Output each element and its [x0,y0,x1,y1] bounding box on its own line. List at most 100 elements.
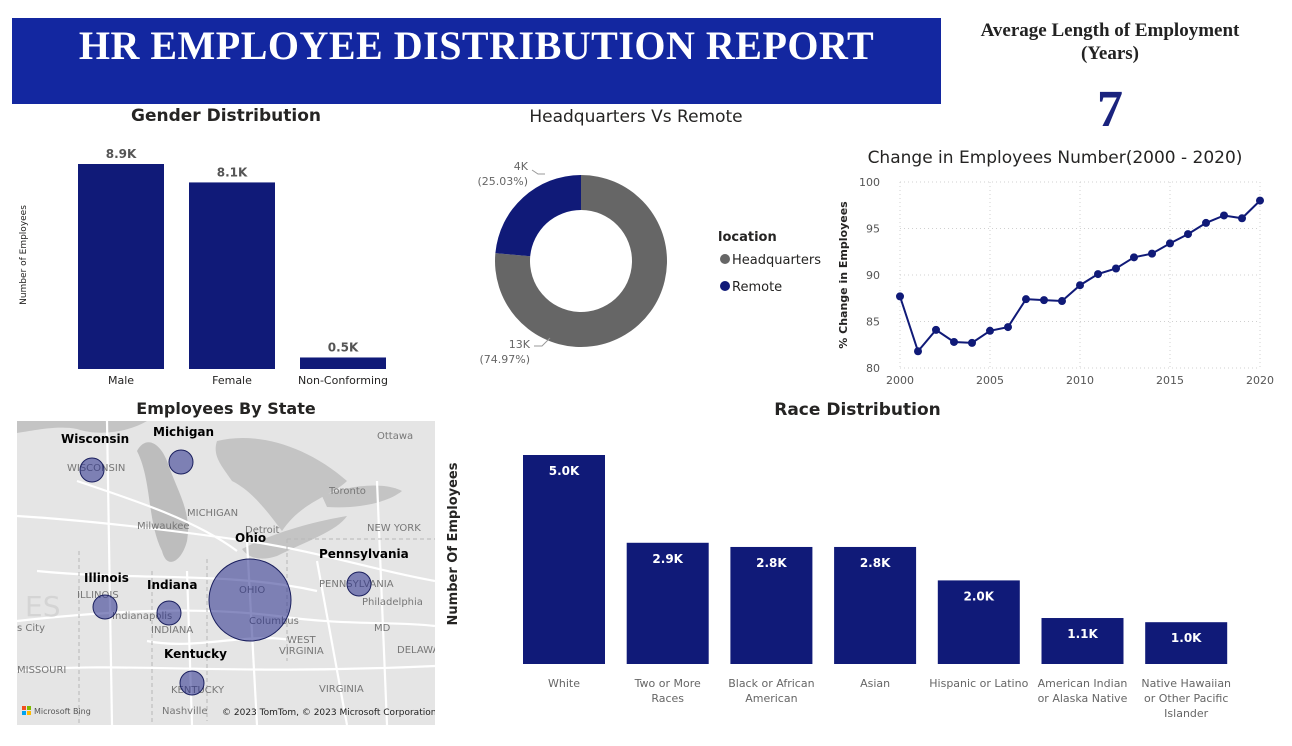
map-place-label-5: Detroit [245,525,280,536]
remote-pct-label: (25.03%) [477,175,528,188]
change-point-2014 [1148,249,1156,258]
x-tick-label-4: 2020 [1246,374,1274,387]
race-category-label-0-0: White [548,677,580,690]
location-chart-title: Headquarters Vs Remote [529,107,743,127]
change-point-2019 [1238,214,1246,223]
change-point-2009 [1058,297,1066,306]
map-place-label-15: WEST [287,635,317,646]
map-place-label-9: Indianapolis [112,611,172,622]
donut-slice-remote [495,175,581,257]
hq-pct-label: (74.97%) [479,353,530,366]
state-label-pennsylvania: Pennsylvania [319,547,409,561]
hq-leader-line [534,337,551,347]
legend-title: location [718,230,777,245]
map-road-0 [17,514,435,583]
lake-superior [17,421,147,433]
map-road-7 [17,664,435,673]
state-bubble-indiana [156,600,182,626]
legend-label-headquarters: Headquarters [732,253,821,268]
change-point-2010 [1076,281,1084,290]
map-road-2 [105,421,114,725]
map-place-label-7: ILLINOIS [77,590,119,601]
map-place-label-16: VIRGINIA [279,646,324,657]
state-bubble-pennsylvania [346,571,372,597]
race-category-label-6-2: Islander [1164,707,1208,720]
map-place-label-17: DELAWA [397,645,435,656]
map-place-label-2: MICHIGAN [187,508,238,519]
kpi-title: Average Length of Employment (Years) [980,20,1240,64]
change-point-2001 [914,347,922,356]
change-point-2006 [1004,323,1012,332]
gender-category-label-0: Male [108,374,134,387]
change-y-axis-label: % Change in Employees [837,201,850,349]
change-point-2017 [1202,218,1210,227]
race-category-label-5-1: or Alaska Native [1038,692,1128,705]
x-tick-label-1: 2005 [976,374,1004,387]
map-place-label-22: s City [17,623,45,634]
map-place-label-12: INDIANA [151,625,193,636]
x-tick-label-2: 2010 [1066,374,1094,387]
change-point-2002 [932,325,940,334]
bing-logo-square-3 [22,711,26,715]
title-banner [12,18,941,104]
state-label-illinois: Illinois [84,571,129,585]
lake-huron [215,437,347,531]
race-category-label-2-0: Black or African [728,677,814,690]
gender-data-label-1: 8.1K [217,165,248,179]
race-data-label-1: 2.9K [652,552,683,566]
gender-chart: Number of Employees 8.9K Male 8.1K Female 0.5… [19,147,388,387]
gender-category-label-2: Non-Conforming [298,374,388,387]
state-bubble-ohio [208,558,292,642]
race-category-label-6-0: Native Hawaiian [1141,677,1231,690]
map-place-label-4: Milwaukee [137,521,190,532]
lake-ontario [322,485,402,508]
change-point-2007 [1022,295,1030,304]
x-tick-label-3: 2015 [1156,374,1184,387]
map-title: Employees By State [136,399,316,418]
race-category-label-5-0: American Indian [1038,677,1128,690]
gender-bar-2 [300,357,386,369]
map-brand-label: Microsoft Bing [34,707,91,716]
change-point-2008 [1040,296,1048,305]
state-label-indiana: Indiana [147,578,197,592]
lake-erie [242,516,347,559]
map-place-label-19: VIRGINIA [319,684,364,695]
map-place-label-21: Nashville [162,706,208,717]
race-data-label-2: 2.8K [756,556,787,570]
bing-logo-icon [22,706,31,715]
bing-logo-square-2 [27,706,31,710]
change-point-2015 [1166,239,1174,248]
change-point-2011 [1094,270,1102,279]
race-bar-4 [937,580,1020,664]
change-point-2013 [1130,253,1138,262]
race-data-label-6: 1.0K [1171,631,1202,645]
location-chart: 4K (25.03%) 13K (74.97%) location Headquarter… [477,160,821,366]
remote-value-label: 4K [514,160,529,173]
state-label-wisconsin: Wisconsin [61,432,129,446]
race-category-label-4-0: Hispanic or Latino [929,677,1028,690]
race-data-label-3: 2.8K [860,556,891,570]
race-category-label-1-0: Two or More [634,677,701,690]
map-road-6 [375,480,389,725]
state-bubble-michigan [168,449,194,475]
state-map[interactable]: OttawaWISCONSINMICHIGANTorontoMilwaukeeD… [17,421,435,725]
change-point-2018 [1220,211,1228,220]
race-data-label-0: 5.0K [549,464,580,478]
map-road-3 [185,570,194,725]
race-category-label-1-1: Races [651,692,684,705]
gender-bar-0 [78,164,164,369]
map-place-label-3: Toronto [328,486,366,497]
race-category-label-6-1: or Other Pacific [1144,692,1228,705]
race-category-label-3-0: Asian [860,677,890,690]
state-bubble-illinois [92,594,118,620]
race-data-label-4: 2.0K [964,589,995,603]
change-chart-title: Change in Employees Number(2000 - 2020) [867,148,1243,168]
y-tick-label-0: 80 [866,362,880,375]
map-canvas: OttawaWISCONSINMICHIGANTorontoMilwaukeeD… [17,421,435,725]
change-point-2012 [1112,264,1120,273]
race-bar-0 [523,455,605,664]
state-label-ohio: Ohio [235,531,266,545]
bing-logo-square-4 [27,711,31,715]
y-tick-label-2: 90 [866,269,880,282]
map-place-label-23: ES [25,590,60,623]
